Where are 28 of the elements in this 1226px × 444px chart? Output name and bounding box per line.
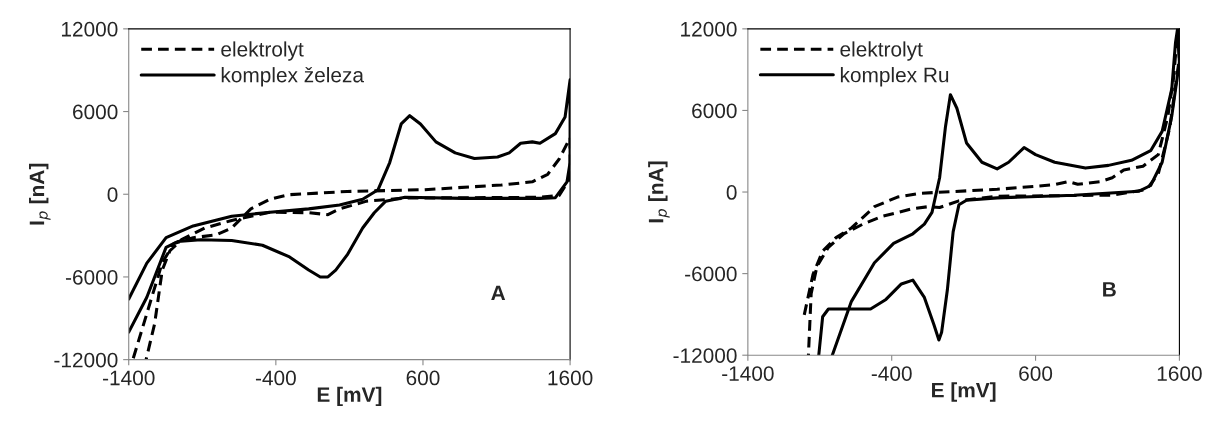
y-tick-label: -12000	[54, 352, 118, 368]
y-tick-label: 12000	[61, 21, 118, 37]
y-tick-label: 6000	[692, 103, 737, 119]
x-tick-label: 1600	[1157, 366, 1202, 381]
x-tick-label: 600	[1019, 366, 1053, 381]
x-tick-label: -1400	[722, 366, 774, 381]
x-tick-label: 1600	[548, 370, 593, 386]
x-axis-title: E [mV]	[317, 386, 382, 407]
x-tick-label: -1400	[103, 370, 155, 386]
legend-label: komplex železa	[221, 67, 364, 87]
x-axis-title: E [mV]	[932, 382, 996, 402]
y-tick-label: 12000	[681, 21, 737, 37]
y-axis-title: I$_{p}$ [nA]	[29, 163, 51, 225]
legend-label: komplex Ru	[840, 67, 949, 87]
y-tick-label: -6000	[685, 266, 737, 282]
annotation: B	[1103, 282, 1116, 297]
legend-label: elektrolyt	[840, 41, 923, 61]
y-tick-label: 6000	[73, 104, 118, 120]
y-tick-label: 0	[726, 185, 737, 200]
x-tick-label: -400	[871, 366, 912, 381]
legend-label: elektrolyt	[221, 41, 304, 61]
annotation: A	[491, 285, 506, 301]
y-axis-title: I$_{p}$ [nA]	[648, 161, 670, 223]
y-tick-label: -12000	[673, 348, 737, 363]
y-tick-label: 0	[107, 187, 118, 202]
x-tick-label: 600	[406, 370, 440, 386]
y-tick-label: -6000	[65, 269, 118, 285]
x-tick-label: -400	[255, 370, 296, 386]
